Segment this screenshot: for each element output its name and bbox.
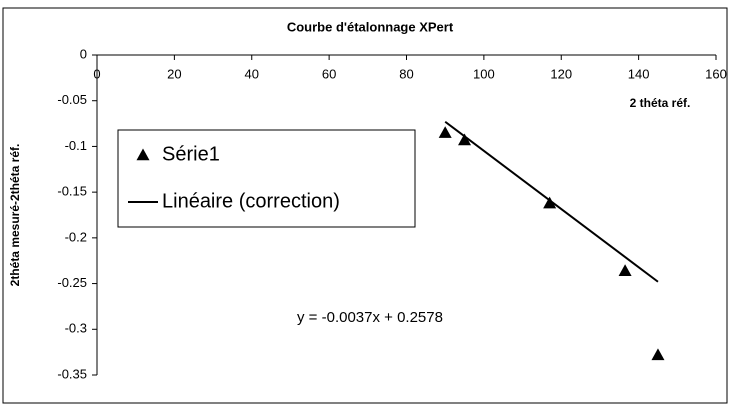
y-tick-label: -0.05 [57, 92, 87, 107]
point [438, 126, 452, 138]
x-tick-label: 0 [93, 66, 100, 81]
y-tick-label: -0.3 [65, 321, 87, 336]
legend-label: Série1 [162, 143, 220, 165]
x-tick-label: 100 [473, 66, 495, 81]
y-tick-label: -0.25 [57, 275, 87, 290]
x-tick-label: 120 [550, 66, 572, 81]
x-tick-label: 140 [628, 66, 650, 81]
chart-title: Courbe d'étalonnage XPert [287, 19, 454, 34]
legend-label: Linéaire (correction) [162, 190, 340, 212]
y-tick-label: 0 [80, 46, 87, 61]
legend-marker [136, 148, 150, 161]
point [618, 264, 632, 276]
point [543, 196, 557, 209]
x-tick-label: 160 [705, 66, 727, 81]
point [651, 348, 665, 361]
y-tick-label: -0.35 [57, 366, 87, 381]
y-tick-label: -0.1 [65, 138, 87, 153]
point [458, 133, 472, 146]
x-tick-label: 60 [322, 66, 336, 81]
x-tick-label: 80 [399, 66, 413, 81]
x-axis-label: 2 théta réf. [630, 96, 691, 110]
x-tick-label: 40 [245, 66, 259, 81]
y-axis-label: 2théta mesuré-2théta réf. [8, 144, 22, 287]
trend-line [444, 120, 659, 283]
y-tick-label: -0.15 [57, 184, 87, 199]
y-tick-label: -0.2 [65, 229, 87, 244]
x-tick-label: 20 [167, 66, 181, 81]
legend-box [117, 129, 416, 228]
trend-equation: y = -0.0037x + 0.2578 [297, 309, 443, 326]
